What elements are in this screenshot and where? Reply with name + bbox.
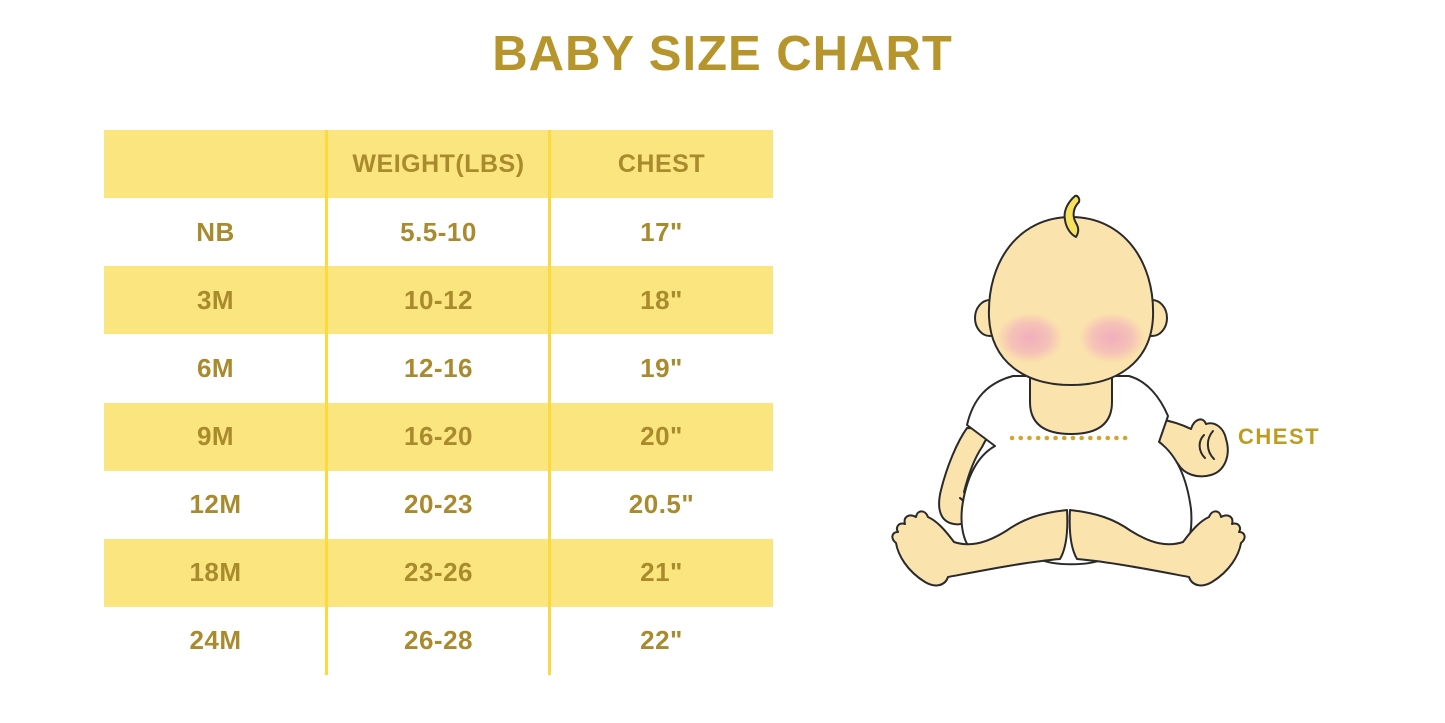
size-table-cell: 12-16 (327, 334, 550, 403)
size-table-cell: 26-28 (327, 606, 550, 675)
size-table-header-cell: WEIGHT(LBS) (327, 130, 550, 199)
size-table-cell: 22" (550, 606, 773, 675)
size-table-header-cell (104, 130, 327, 199)
baby-illustration (875, 178, 1260, 618)
size-chart-table: WEIGHT(LBS) CHEST NB 5.5-10 17" 3M 10-12 18" 6M 1… (104, 130, 773, 675)
size-table-cell: 20-23 (327, 470, 550, 539)
sitting-baby-cartoon-icon (891, 194, 1246, 587)
baby-head (987, 216, 1155, 386)
size-table-header-cell: CHEST (550, 130, 773, 199)
size-table-cell: 20" (550, 402, 773, 471)
baby-left-cheek (997, 313, 1063, 363)
size-table-cell: 5.5-10 (327, 198, 550, 267)
size-table-cell: 9M (104, 402, 327, 471)
size-table-cell: 10-12 (327, 266, 550, 335)
size-table-cell: 20.5" (550, 470, 773, 539)
baby-fist-finger-lines (1198, 430, 1215, 460)
size-table-cell: 24M (104, 606, 327, 675)
baby-left-leg (891, 509, 1069, 587)
size-table-cell: 16-20 (327, 402, 550, 471)
page-title: BABY SIZE CHART (492, 27, 953, 81)
size-table-cell: 18M (104, 538, 327, 607)
size-table-cell: 19" (550, 334, 773, 403)
size-table-cell: 18" (550, 266, 773, 335)
column-divider-2 (548, 130, 551, 675)
size-table-cell: 21" (550, 538, 773, 607)
column-divider-1 (325, 130, 328, 675)
size-table-cell: 6M (104, 334, 327, 403)
size-table-cell: 12M (104, 470, 327, 539)
baby-hair-curl (1063, 194, 1081, 238)
size-table-cell: 3M (104, 266, 327, 335)
baby-neck (1029, 375, 1113, 435)
baby-right-cheek (1079, 313, 1145, 363)
chest-measure-label: CHEST (1238, 424, 1321, 449)
size-table-cell: NB (104, 198, 327, 267)
size-table-cell: 23-26 (327, 538, 550, 607)
baby-right-leg (1068, 509, 1246, 587)
size-table-cell: 17" (550, 198, 773, 267)
